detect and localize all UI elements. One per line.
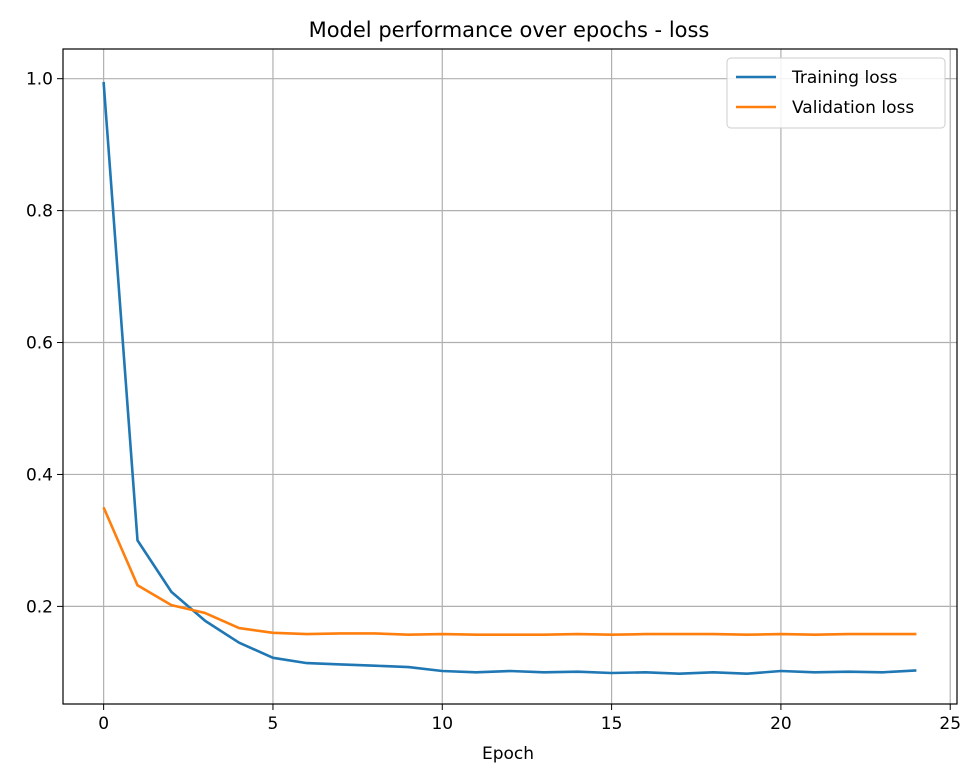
legend: Training loss Validation loss [726,57,946,129]
x-tick-label: 20 [770,714,792,734]
y-tick-label: 0.4 [26,465,53,485]
x-tick-label: 15 [601,714,623,734]
series-lines [102,81,917,676]
plot-frame [62,48,958,705]
series-line-1 [102,506,917,637]
x-axis-label: Epoch [482,744,534,764]
x-tick-label: 10 [431,714,453,734]
y-tick-label: 0.2 [26,597,53,617]
y-tick-label: 0.8 [26,202,53,222]
x-axis: 0 5 10 15 20 25 [98,704,961,734]
legend-label: Validation loss [792,98,914,118]
x-tick-label: 25 [939,714,961,734]
y-axis: 0.2 0.4 0.6 0.8 1.0 [26,70,63,617]
chart-title: Model performance over epochs - loss [309,18,710,42]
x-tick-label: 5 [268,714,279,734]
legend-box [726,57,946,129]
y-tick-label: 0.6 [26,334,53,354]
y-tick-label: 1.0 [26,70,53,90]
x-tick-label: 0 [98,714,109,734]
legend-label: Training loss [791,68,897,88]
series-line-0 [102,81,917,676]
